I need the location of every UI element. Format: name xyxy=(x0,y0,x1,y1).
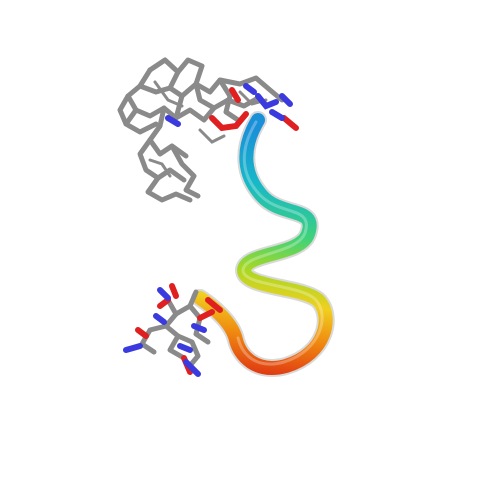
upper-oxygen-atoms xyxy=(209,87,299,132)
lower-nitrogen-atoms xyxy=(123,287,207,377)
backbone-ribbon xyxy=(191,111,335,377)
upper-sticks-thin xyxy=(148,80,268,178)
ribbon-body xyxy=(193,113,333,375)
upper-nitrogen-atoms xyxy=(165,83,293,127)
ribbon-highlight xyxy=(236,120,324,366)
upper-residue-cluster xyxy=(117,57,285,203)
